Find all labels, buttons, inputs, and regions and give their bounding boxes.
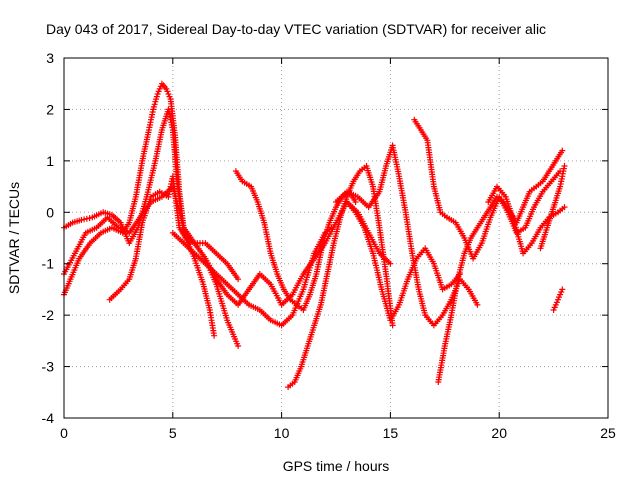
data-point: [561, 163, 568, 169]
data-point: [352, 199, 359, 205]
series-trace: [346, 201, 461, 322]
series-sat-o: [550, 286, 566, 313]
y-tick-label: 0: [46, 204, 54, 220]
series-sat-i: [333, 142, 481, 329]
data-point: [561, 204, 568, 211]
x-axis-title: GPS time / hours: [283, 458, 390, 474]
series-sat-j: [343, 199, 463, 324]
grid-layer: [64, 58, 608, 418]
series-sat-k: [411, 116, 564, 262]
x-tick-label: 20: [491, 425, 507, 441]
y-tick-label: 1: [46, 153, 54, 169]
data-point: [235, 276, 242, 283]
series-sat-m: [485, 183, 568, 257]
series-sat-l: [435, 147, 566, 385]
x-tick-label: 25: [600, 425, 616, 441]
data-point: [389, 322, 396, 329]
data-point: [559, 286, 566, 293]
series-sat-f: [232, 168, 359, 313]
y-tick-label: 2: [46, 101, 54, 117]
series-sat-d: [106, 173, 242, 303]
plot-frame: [63, 57, 609, 419]
y-tick-label: -2: [42, 307, 55, 323]
data-point: [474, 301, 481, 308]
y-axis-title: SDTVAR / TECUs: [6, 182, 22, 294]
data-point: [387, 260, 394, 267]
y-tick-label: 3: [46, 50, 54, 66]
y-tick-label: -4: [42, 410, 55, 426]
series-sat-g: [202, 199, 394, 308]
data-point: [559, 147, 566, 154]
data-point: [81, 216, 88, 223]
y-tick-label: -1: [42, 256, 55, 272]
x-tick-label: 5: [169, 425, 177, 441]
tick-layer: 0 5 10 15 20 25 -4 -3 -2 -1 0 1 2 3: [42, 50, 616, 441]
series-layer: [61, 80, 568, 391]
x-tick-label: 10: [274, 425, 290, 441]
x-tick-label: 0: [60, 425, 68, 441]
series-sat-c: [61, 183, 242, 349]
data-point: [211, 332, 218, 339]
x-tick-label: 15: [383, 425, 399, 441]
data-point: [235, 343, 242, 349]
series-sat-n: [537, 163, 568, 252]
y-tick-label: -3: [42, 359, 55, 375]
series-trace: [437, 149, 564, 383]
data-point: [86, 215, 93, 222]
series-sat-b: [61, 106, 218, 339]
data-point: [151, 101, 158, 108]
chart-title: Day 043 of 2017, Sidereal Day-to-day VTE…: [46, 21, 546, 37]
